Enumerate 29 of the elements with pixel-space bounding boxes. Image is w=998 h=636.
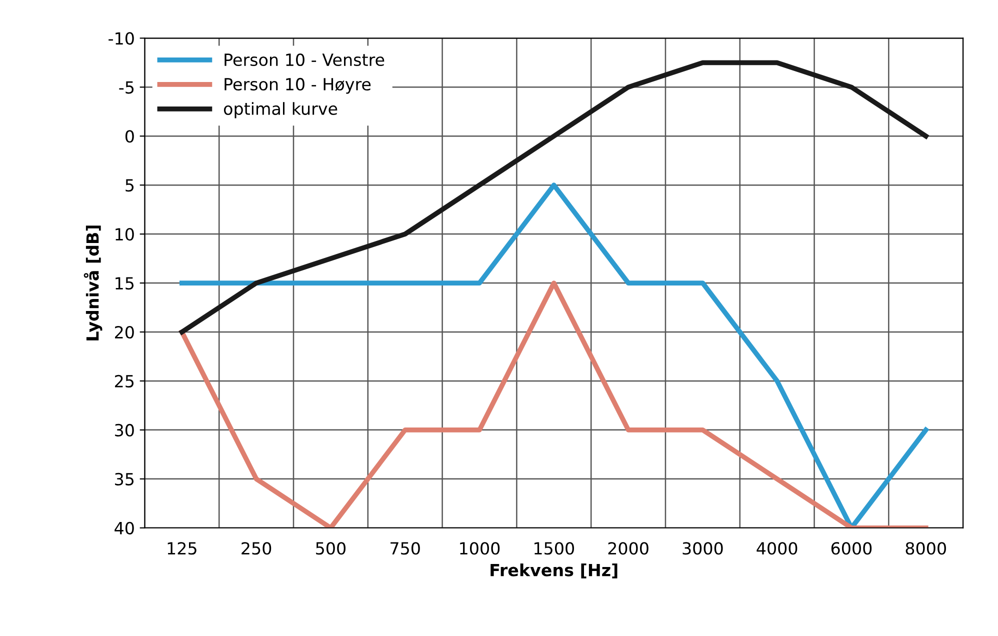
y-tick-label: 25 bbox=[115, 374, 134, 388]
line-series bbox=[179, 280, 928, 528]
legend-label: Person 10 - Høyre bbox=[224, 78, 371, 94]
y-tick-label: 15 bbox=[116, 277, 134, 290]
y-tick-label: 10 bbox=[116, 228, 134, 241]
x-tick-label: 8000 bbox=[906, 542, 946, 555]
x-tick-label: 500 bbox=[316, 542, 346, 555]
y-tick-label: 40 bbox=[114, 522, 134, 534]
y-tick-label: 30 bbox=[115, 424, 134, 437]
y-tick-label: 20 bbox=[115, 326, 134, 339]
y-tick-label: 35 bbox=[115, 472, 134, 486]
x-tick-label: 4000 bbox=[756, 542, 798, 555]
x-tick-label: 3000 bbox=[682, 542, 723, 555]
y-tick-label: -5 bbox=[119, 81, 134, 94]
x-tick-label: 1500 bbox=[534, 542, 574, 555]
line-series bbox=[179, 182, 928, 528]
x-tick-label: 250 bbox=[242, 542, 272, 555]
x-tick-label: 2000 bbox=[608, 542, 648, 555]
y-tick-label: 5 bbox=[126, 179, 134, 192]
x-tick-label: 1000 bbox=[460, 542, 500, 555]
x-tick-label: 6000 bbox=[831, 542, 872, 555]
y-axis-title: Lydnivå [dB] bbox=[84, 226, 102, 340]
y-tick-label: 0 bbox=[125, 130, 134, 143]
legend-label: Person 10 - Venstre bbox=[224, 53, 384, 66]
x-tick-label: 125 bbox=[168, 542, 196, 555]
x-tick-label: 750 bbox=[390, 542, 420, 555]
legend-label: optimal kurve bbox=[224, 102, 338, 118]
x-axis-title: Frekvens [Hz] bbox=[490, 563, 618, 578]
y-tick-label: -10 bbox=[108, 32, 134, 45]
